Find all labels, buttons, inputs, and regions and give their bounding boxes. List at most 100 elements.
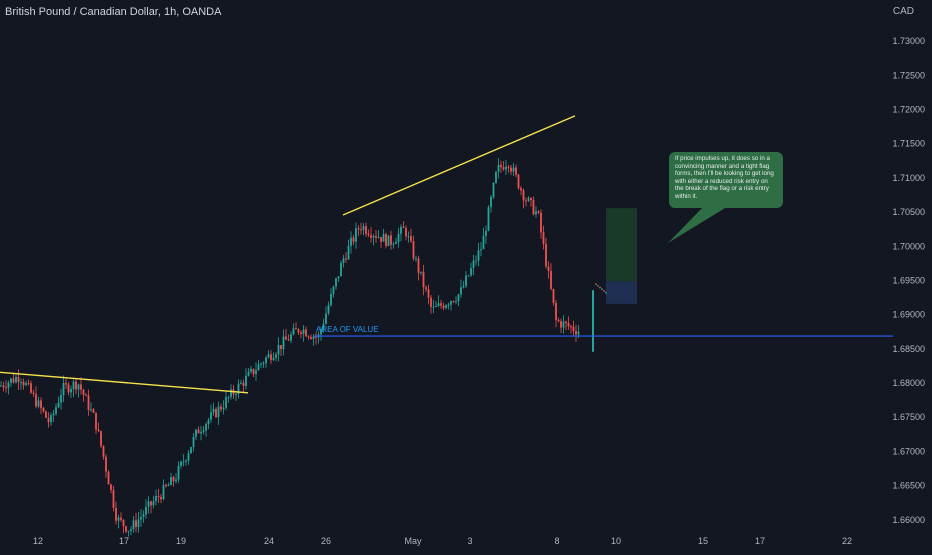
candle-body — [215, 409, 217, 418]
candle-body — [85, 395, 87, 397]
candle-body — [337, 276, 340, 279]
candle-body — [412, 241, 415, 259]
candle-body — [342, 258, 345, 263]
flag-candle — [597, 285, 599, 287]
risk-zone — [606, 281, 637, 304]
candle-body — [282, 336, 285, 350]
candle-body — [270, 354, 272, 361]
candle-body — [502, 167, 505, 170]
candle-body — [212, 409, 215, 413]
candle-body — [47, 417, 50, 423]
trendline — [342, 115, 576, 216]
candle-body — [540, 212, 542, 233]
candle-body — [105, 456, 107, 472]
candle-body — [497, 164, 500, 172]
candle-body — [135, 520, 137, 528]
candle-body — [122, 519, 125, 527]
candle-body — [520, 188, 522, 191]
candle-body — [367, 233, 370, 236]
candle-body — [492, 182, 495, 198]
candle-body — [447, 304, 450, 306]
candle-body — [385, 234, 387, 247]
candle-body — [375, 236, 377, 238]
candle-body — [130, 529, 132, 531]
candle-body — [242, 382, 245, 386]
candle-body — [432, 306, 435, 308]
candle-body — [392, 243, 395, 245]
candle-body — [487, 207, 490, 231]
candle-body — [352, 237, 355, 242]
candle-body — [255, 370, 257, 375]
x-tick-label: May — [404, 536, 422, 546]
y-tick-label: 1.71500 — [892, 139, 925, 149]
candle-body — [180, 461, 182, 466]
candle-body — [572, 326, 575, 332]
candle-body — [52, 413, 55, 416]
candle-body — [172, 477, 175, 482]
candle-body — [422, 271, 425, 288]
candle-body — [305, 329, 307, 337]
candle-body — [67, 384, 70, 393]
candle-body — [140, 516, 142, 520]
candle-body — [442, 305, 445, 309]
candle-body — [417, 258, 420, 273]
candle-body — [360, 229, 362, 231]
candle-body — [527, 197, 530, 201]
impulse-candle — [592, 290, 594, 352]
candle-body — [152, 501, 155, 506]
chart-title: British Pound / Canadian Dollar, 1h, OAN… — [5, 6, 222, 18]
candle-body — [470, 268, 472, 276]
candle-body — [425, 287, 427, 290]
candle-body — [307, 336, 310, 338]
note-pointer — [668, 205, 730, 243]
candle-body — [225, 397, 227, 408]
candle-body — [115, 507, 117, 521]
candle-body — [207, 419, 210, 425]
candle-body — [575, 331, 577, 335]
y-tick-label: 1.68000 — [892, 378, 925, 388]
candle-body — [60, 395, 62, 403]
candle-body — [560, 321, 562, 328]
x-tick-label: 24 — [264, 536, 274, 546]
candle-body — [525, 200, 527, 202]
x-tick-label: 8 — [554, 536, 559, 546]
note-callout[interactable]: If price impulses up, it does so in a co… — [669, 152, 783, 208]
candle-body — [462, 286, 465, 288]
currency-label: CAD — [892, 6, 914, 17]
candle-body — [77, 384, 80, 390]
candle-body — [267, 354, 270, 358]
candle-body — [120, 517, 122, 520]
candle-body — [315, 336, 317, 338]
candle-body — [555, 302, 557, 321]
candle-body — [35, 393, 37, 407]
candle-body — [427, 289, 430, 298]
candle-body — [437, 303, 440, 307]
candle-body — [345, 258, 347, 260]
candle-body — [127, 530, 130, 532]
x-tick-label: 12 — [33, 536, 43, 546]
candle-body — [435, 306, 437, 308]
y-tick-label: 1.68500 — [892, 344, 925, 354]
candle-body — [20, 381, 22, 383]
candle-body — [550, 270, 552, 289]
candle-body — [515, 167, 517, 175]
candle-body — [542, 232, 545, 244]
candle-body — [205, 424, 207, 431]
y-tick-label: 1.69500 — [892, 275, 925, 285]
candle-body — [362, 226, 365, 230]
candle-body — [97, 429, 100, 432]
profit-zone — [606, 208, 637, 282]
candle-body — [167, 485, 170, 487]
candle-body — [200, 431, 202, 434]
candle-body — [197, 429, 200, 434]
candle-body — [475, 260, 477, 262]
candle-body — [530, 197, 532, 200]
candle-body — [182, 461, 185, 463]
x-tick-label: 17 — [119, 536, 129, 546]
candle-body — [32, 392, 35, 394]
candle-body — [287, 339, 290, 341]
candle-body — [390, 235, 392, 245]
candle-body — [410, 236, 412, 242]
